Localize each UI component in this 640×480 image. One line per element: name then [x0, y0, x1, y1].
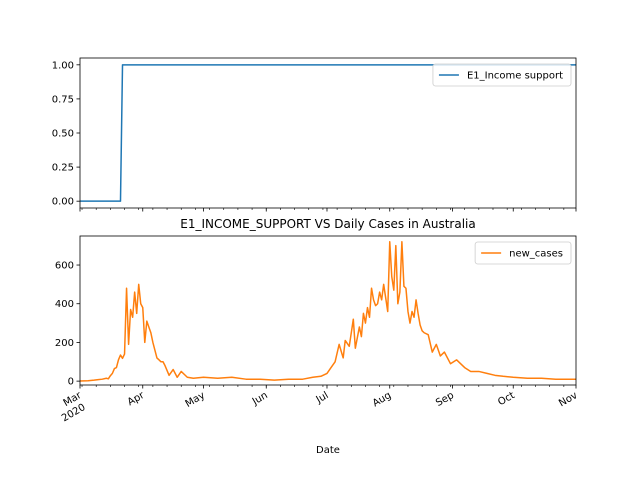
x-tick-label: Nov [557, 390, 579, 409]
axes-frame [79, 57, 577, 209]
series-line-e1-income-support [80, 64, 576, 202]
legend: new_cases [474, 241, 572, 265]
y-tick-label: 0 [68, 377, 74, 388]
x-tick-label: Sep [434, 390, 456, 409]
series-line-new-cases [79, 241, 576, 382]
x-axis-label: Date [316, 445, 340, 456]
legend-box [474, 241, 572, 265]
legend-box [432, 63, 572, 87]
y-tick-label: 0.75 [52, 94, 74, 105]
y-tick-label: 0.50 [52, 129, 74, 140]
axes-frame [79, 235, 577, 386]
y-tick-label: 0.00 [52, 197, 74, 208]
y-tick-label: 600 [55, 261, 74, 272]
y-tick-label: 200 [55, 338, 74, 349]
legend: E1_Income support [432, 63, 572, 87]
chart-title: E1_INCOME_SUPPORT VS Daily Cases in Aust… [180, 217, 476, 231]
legend-label: new_cases [509, 249, 563, 260]
top-subplot: 0.00 0.25 0.50 0.75 1.00 E1_Income support [52, 57, 577, 212]
y-tick-label: 0.25 [52, 163, 74, 174]
x-tick-label: Apr [126, 390, 147, 409]
x-tick-label: Jul [314, 390, 331, 406]
x-tick-label: Aug [371, 390, 393, 409]
legend-label: E1_Income support [467, 71, 563, 82]
y-tick-label: 1.00 [52, 60, 74, 71]
x-tick-label: Jun [250, 390, 270, 408]
y-tick-label: 400 [55, 299, 74, 310]
x-tick-label: Oct [496, 390, 517, 408]
x-tick-label: May [184, 390, 207, 410]
